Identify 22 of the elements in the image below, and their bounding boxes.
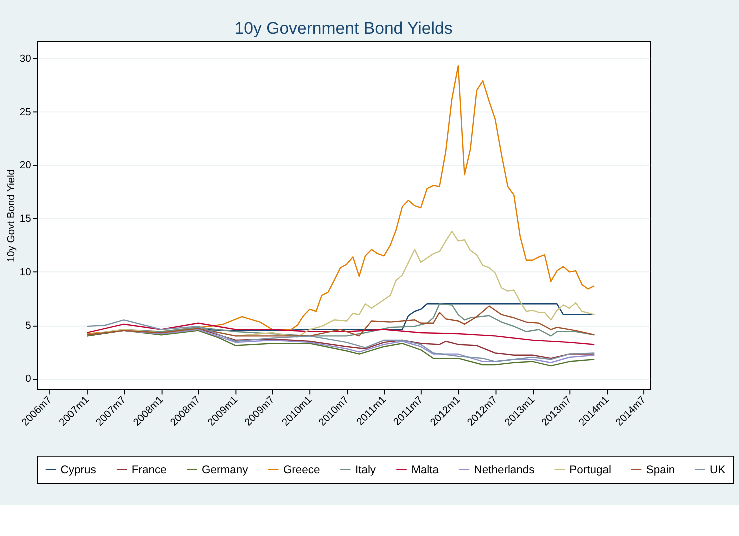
line-series xyxy=(86,320,596,362)
line-series xyxy=(86,322,596,346)
y-tick-label: 30 xyxy=(20,54,32,65)
y-tick-label: 5 xyxy=(26,320,32,332)
legend-label: Italy xyxy=(355,464,376,476)
y-tick-label: 25 xyxy=(20,107,32,118)
y-tick-label: 20 xyxy=(20,160,32,172)
legend-label: France xyxy=(132,464,167,476)
y-tick-label: 10 xyxy=(20,267,32,278)
y-tick-label: 15 xyxy=(20,214,32,226)
chart-title: 10y Government Bond Yields xyxy=(234,19,453,38)
legend-label: Spain xyxy=(646,464,676,476)
legend-label: Cyprus xyxy=(60,464,97,476)
legend-label: Netherlands xyxy=(474,464,536,476)
y-axis-title: 10y Govt Bond Yield xyxy=(6,169,18,263)
y-tick-label: 0 xyxy=(26,374,32,386)
legend-label: Germany xyxy=(202,464,249,476)
legend-label: Greece xyxy=(283,464,320,476)
legend-label: Malta xyxy=(412,464,440,476)
legend-label: UK xyxy=(710,464,726,476)
line-series xyxy=(86,66,596,335)
legend-label: Portugal xyxy=(570,464,612,476)
